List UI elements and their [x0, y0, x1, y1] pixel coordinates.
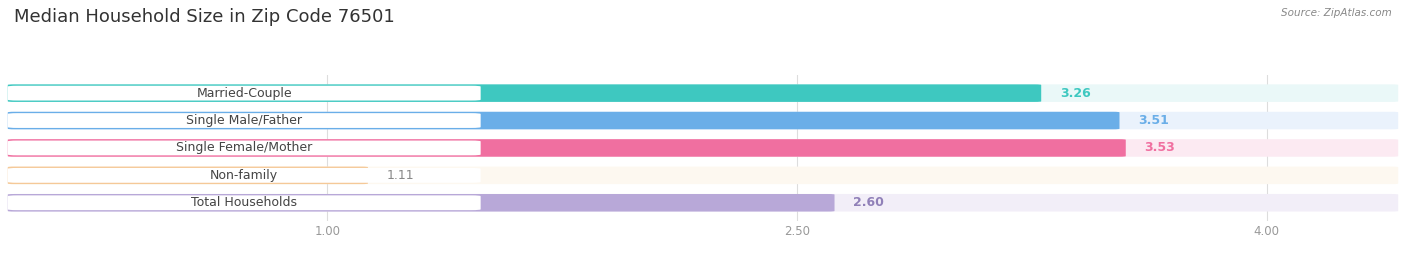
Text: 3.26: 3.26: [1060, 87, 1091, 100]
FancyBboxPatch shape: [8, 112, 1398, 129]
FancyBboxPatch shape: [8, 84, 1042, 102]
Text: 3.51: 3.51: [1139, 114, 1170, 127]
Text: Single Female/Mother: Single Female/Mother: [176, 141, 312, 154]
FancyBboxPatch shape: [8, 167, 1398, 184]
Text: Single Male/Father: Single Male/Father: [186, 114, 302, 127]
FancyBboxPatch shape: [8, 195, 481, 210]
FancyBboxPatch shape: [8, 84, 1398, 102]
FancyBboxPatch shape: [8, 113, 481, 128]
FancyBboxPatch shape: [8, 194, 835, 211]
Text: Non-family: Non-family: [209, 169, 278, 182]
FancyBboxPatch shape: [8, 194, 1398, 211]
Text: 3.53: 3.53: [1144, 141, 1175, 154]
FancyBboxPatch shape: [8, 86, 481, 101]
Text: 1.11: 1.11: [387, 169, 415, 182]
Text: Married-Couple: Married-Couple: [197, 87, 292, 100]
FancyBboxPatch shape: [8, 139, 1398, 157]
Text: 2.60: 2.60: [853, 196, 884, 209]
Text: Total Households: Total Households: [191, 196, 297, 209]
FancyBboxPatch shape: [8, 167, 368, 184]
FancyBboxPatch shape: [8, 139, 1126, 157]
Text: Median Household Size in Zip Code 76501: Median Household Size in Zip Code 76501: [14, 8, 395, 26]
FancyBboxPatch shape: [8, 112, 1119, 129]
FancyBboxPatch shape: [8, 168, 481, 183]
FancyBboxPatch shape: [8, 140, 481, 155]
Text: Source: ZipAtlas.com: Source: ZipAtlas.com: [1281, 8, 1392, 18]
